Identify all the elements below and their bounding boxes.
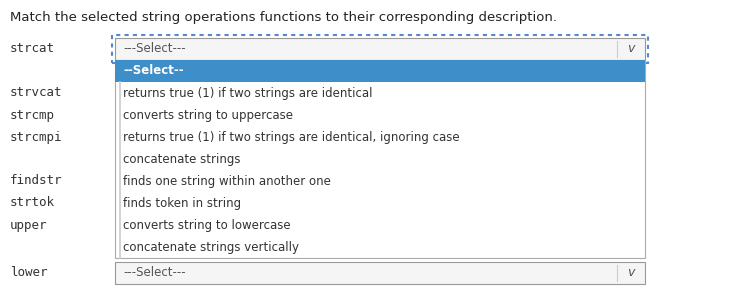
Bar — [115, 60, 645, 258]
Text: findstr: findstr — [10, 175, 62, 187]
Text: returns true (1) if two strings are identical: returns true (1) if two strings are iden… — [123, 86, 372, 99]
Text: converts string to uppercase: converts string to uppercase — [123, 109, 293, 122]
Text: strcmpi: strcmpi — [10, 130, 62, 143]
Bar — [112, 35, 648, 63]
Text: strcmp: strcmp — [10, 109, 55, 122]
Text: finds one string within another one: finds one string within another one — [123, 175, 331, 187]
Text: strvcat: strvcat — [10, 86, 62, 99]
Text: finds token in string: finds token in string — [123, 196, 241, 209]
Text: concatenate strings vertically: concatenate strings vertically — [123, 240, 299, 253]
Text: ---Select---: ---Select--- — [123, 43, 185, 56]
Text: concatenate strings: concatenate strings — [123, 153, 240, 166]
Text: lower: lower — [10, 266, 48, 279]
Bar — [115, 262, 645, 284]
Bar — [115, 60, 645, 82]
Text: strtok: strtok — [10, 196, 55, 209]
Bar — [115, 38, 645, 60]
Text: upper: upper — [10, 219, 48, 232]
Text: v: v — [627, 266, 635, 279]
Text: strcat: strcat — [10, 43, 55, 56]
Text: --Select--: --Select-- — [123, 65, 184, 77]
Text: ---Select---: ---Select--- — [123, 266, 185, 279]
Text: v: v — [627, 43, 635, 56]
Text: Match the selected string operations functions to their corresponding descriptio: Match the selected string operations fun… — [10, 10, 557, 24]
Text: converts string to lowercase: converts string to lowercase — [123, 219, 290, 232]
Text: returns true (1) if two strings are identical, ignoring case: returns true (1) if two strings are iden… — [123, 130, 460, 143]
